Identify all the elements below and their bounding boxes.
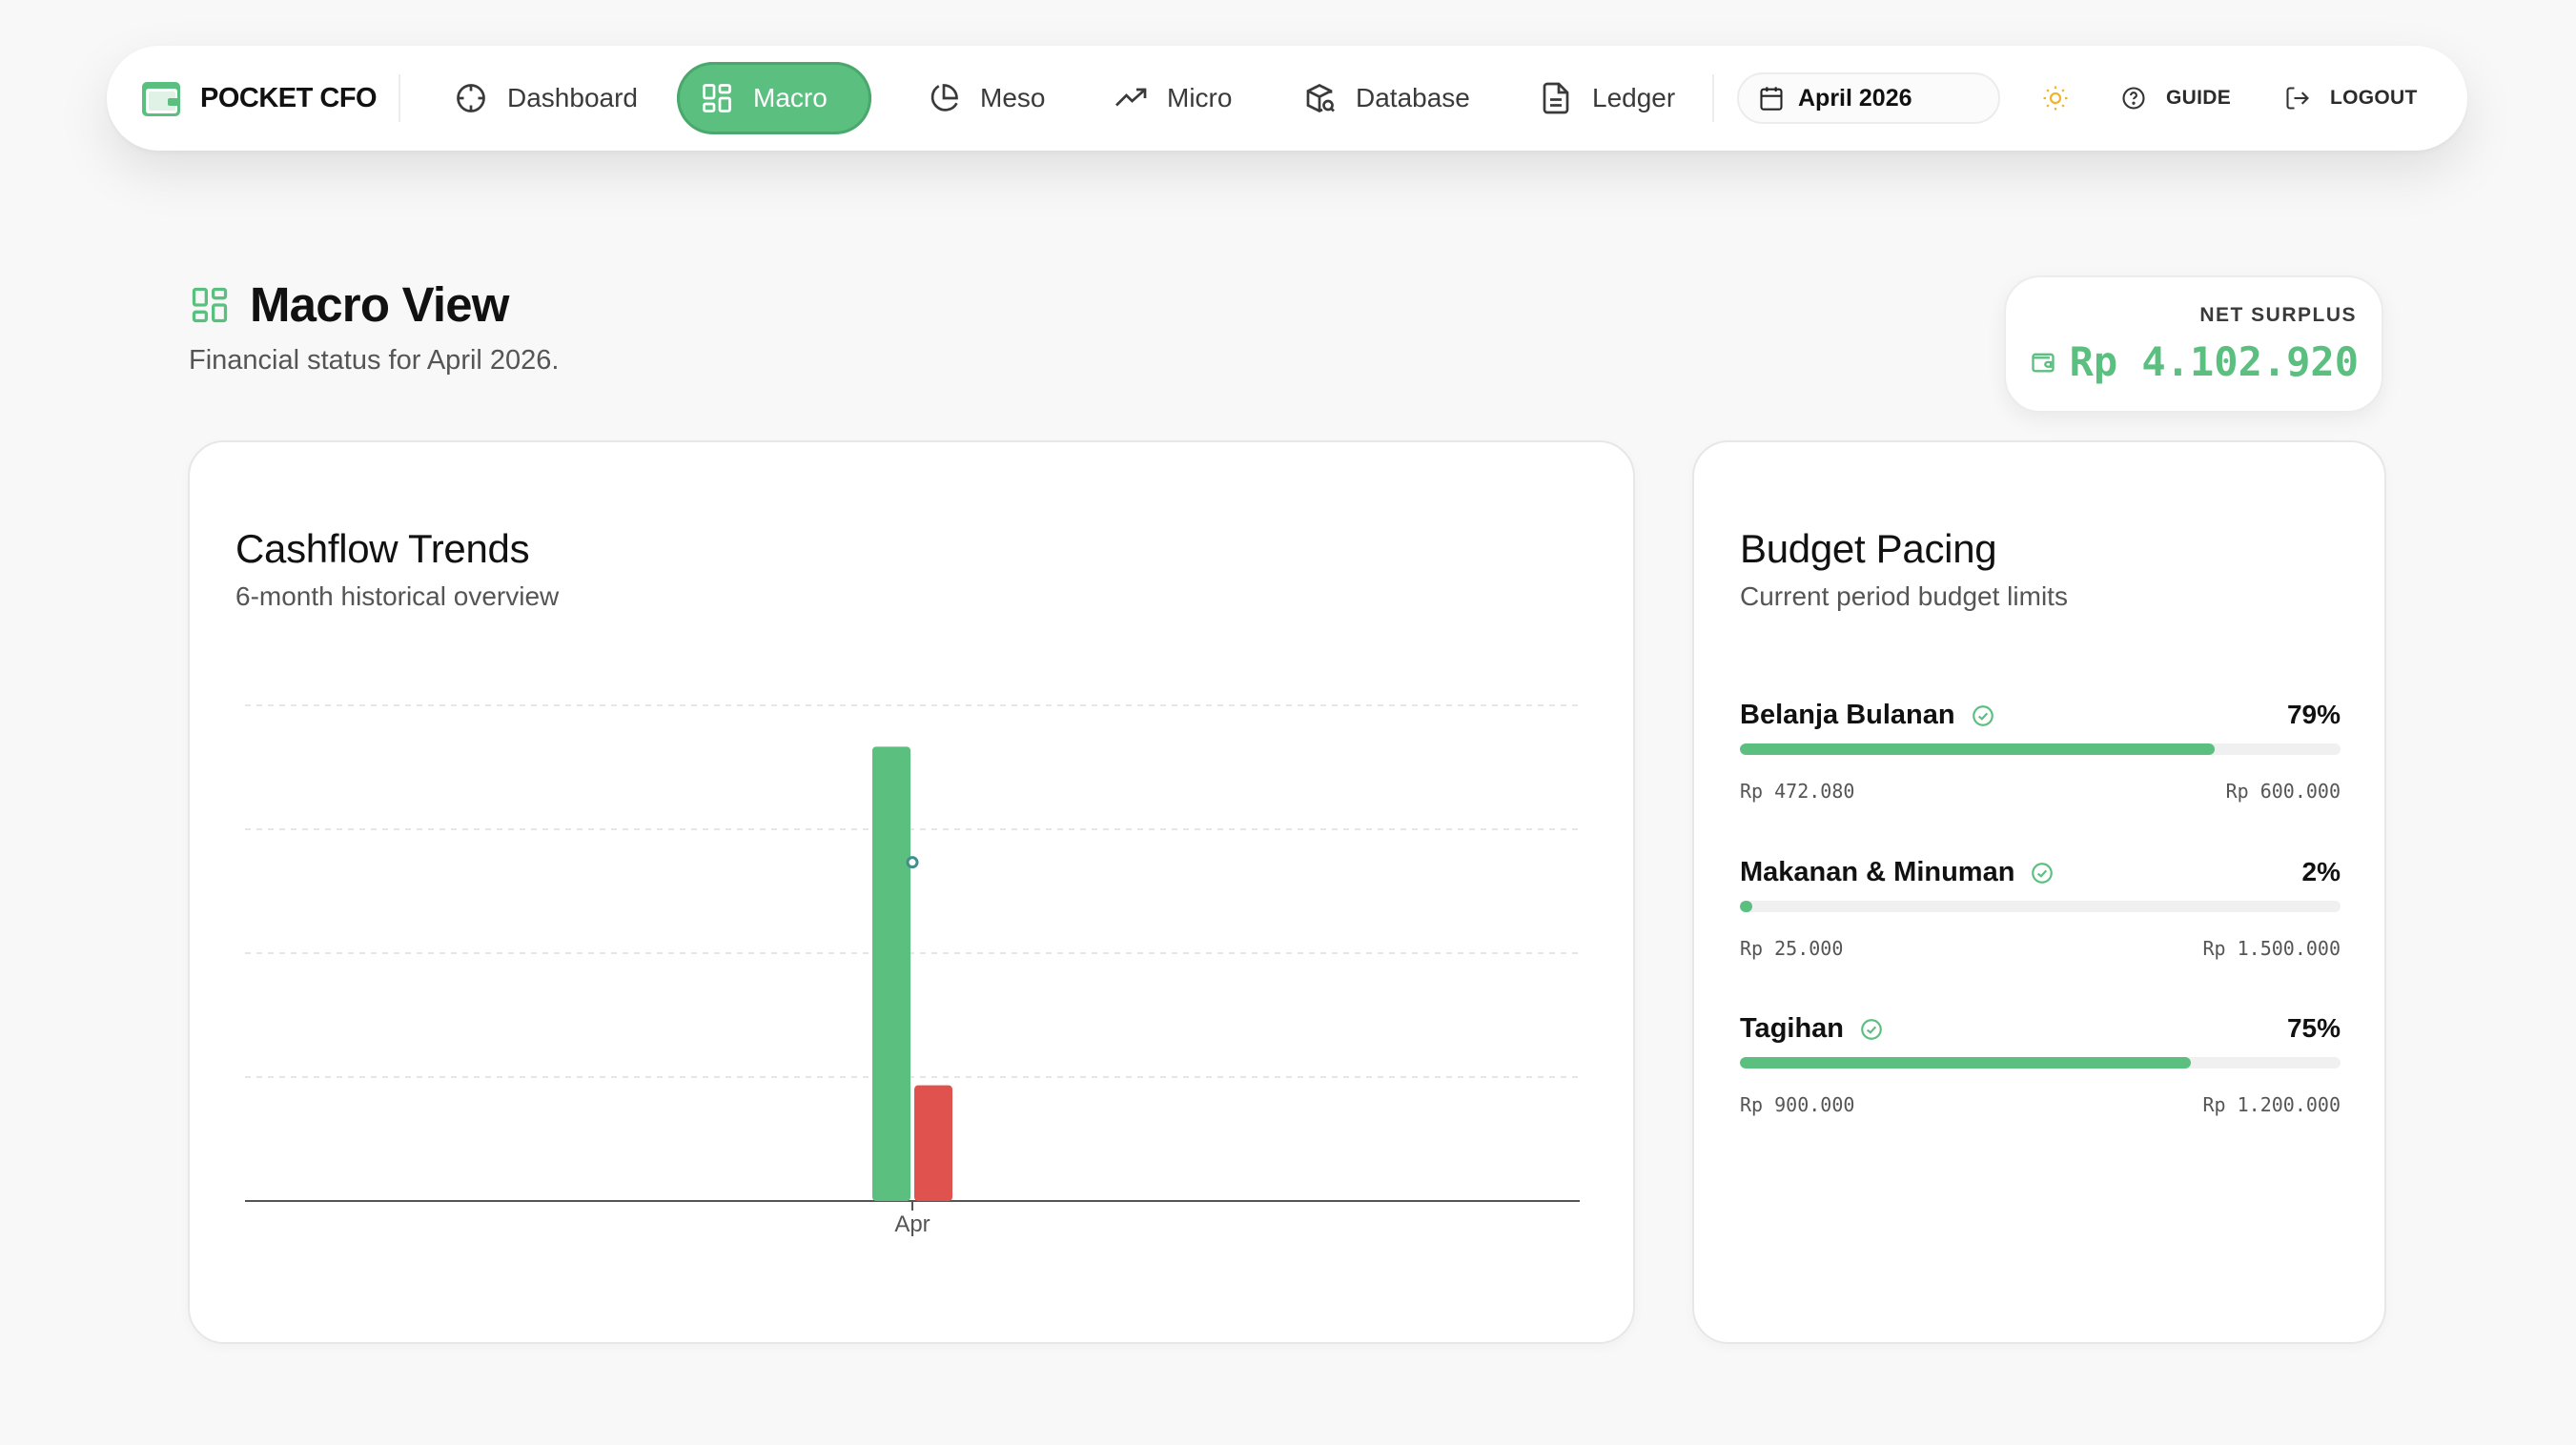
budget-category: Tagihan [1740,1013,1884,1045]
brand[interactable]: POCKET CFO [141,46,378,151]
nav-label: Meso [980,83,1046,112]
income-bar [872,746,910,1201]
cashflow-title: Cashflow Trends [235,526,530,571]
net-surplus-card: NET SURPLUS Rp 4.102.920 [2004,275,2383,413]
budget-row[interactable]: Belanja Bulanan 79% Rp 472.080 Rp 600.00… [1740,700,2341,833]
nav-label: Macro [753,83,828,112]
month-picker[interactable]: April 2026 [1737,72,2000,124]
budget-limit: Rp 600.000 [2225,780,2341,803]
budget-limit: Rp 1.200.000 [2202,1093,2341,1116]
file-text-icon [1543,82,1569,114]
budget-limit: Rp 1.500.000 [2202,937,2341,960]
guide-label: GUIDE [2166,87,2232,109]
wallet-logo-icon [141,79,181,117]
budget-spent: Rp 900.000 [1740,1093,1855,1116]
page-header: Macro View [189,276,509,333]
budget-spent: Rp 25.000 [1740,937,1844,960]
nav-dashboard[interactable]: Dashboard [431,62,661,134]
top-navbar: POCKET CFO Dashboard Macro Meso Micro Da… [107,46,2467,151]
logout-button[interactable]: LOGOUT [2284,72,2418,124]
budget-title: Budget Pacing [1740,526,1997,571]
calendar-icon [1760,87,1783,111]
cashflow-subtitle: 6-month historical overview [235,581,560,611]
wallet-icon [2031,353,2055,372]
selected-month: April 2026 [1798,84,1912,112]
budget-pacing-card: Budget Pacing Current period budget limi… [1692,440,2386,1344]
budget-percent: 79% [2286,700,2341,729]
nav-macro[interactable]: Macro [677,62,871,134]
budget-spent: Rp 472.080 [1740,780,1855,803]
budget-percent: 2% [2301,857,2341,886]
budget-category: Belanja Bulanan [1740,700,1995,731]
nav-ledger[interactable]: Ledger [1516,62,1698,134]
page-subtitle: Financial status for April 2026. [189,345,560,376]
budget-category-name: Makanan & Minuman [1740,857,2015,887]
nav-label: Ledger [1592,83,1676,112]
net-surplus-value: Rp 4.102.920 [2030,338,2359,385]
grid-icon [192,287,228,322]
net-surplus-amount: Rp 4.102.920 [2069,338,2359,385]
nav-meso[interactable]: Meso [904,62,1068,134]
budget-progress-bar [1740,901,2341,912]
help-circle-icon [2122,87,2145,110]
budget-category-name: Belanja Bulanan [1740,700,1955,730]
nav-label: Database [1356,83,1470,112]
budget-progress-fill [1740,901,1752,912]
nav-divider [1712,74,1714,122]
nav-micro[interactable]: Micro [1091,62,1255,134]
expense-bar [914,1085,952,1201]
budget-category-name: Tagihan [1740,1013,1845,1044]
x-tick-label: Apr [894,1211,930,1237]
check-circle-icon [2032,862,2054,884]
budget-row[interactable]: Tagihan 75% Rp 900.000 Rp 1.200.000 [1740,1013,2341,1147]
net-surplus-label: NET SURPLUS [2199,304,2357,326]
sun-icon [2043,86,2068,111]
cashflow-trends-card: Cashflow Trends 6-month historical overv… [188,440,1635,1344]
page-title: Macro View [250,277,509,332]
grid-icon [703,84,731,112]
budget-progress-fill [1740,1057,2191,1068]
trending-up-icon [1115,88,1147,107]
guide-button[interactable]: GUIDE [2120,72,2231,124]
logout-label: LOGOUT [2330,87,2418,109]
nav-label: Dashboard [507,83,638,112]
budget-progress-fill [1740,743,2215,755]
logout-icon [2286,87,2309,110]
budget-percent: 75% [2286,1013,2341,1043]
brand-name: POCKET CFO [200,82,378,113]
budget-row[interactable]: Makanan & Minuman 2% Rp 25.000 Rp 1.500.… [1740,857,2341,990]
cashflow-chart[interactable]: Apr [190,442,1633,1342]
budget-category: Makanan & Minuman [1740,857,2055,888]
pie-chart-icon [930,84,958,112]
nav-divider [399,74,400,122]
net-marker-point [906,856,919,869]
check-circle-icon [1972,704,1993,726]
budget-subtitle: Current period budget limits [1740,581,2068,611]
theme-toggle-button[interactable] [2036,79,2075,117]
nav-database[interactable]: Database [1279,62,1493,134]
crosshair-icon [457,84,485,112]
budget-progress-bar [1740,1057,2341,1068]
package-search-icon [1306,83,1335,113]
budget-progress-bar [1740,743,2341,755]
check-circle-icon [1861,1018,1882,1040]
nav-label: Micro [1167,83,1233,112]
